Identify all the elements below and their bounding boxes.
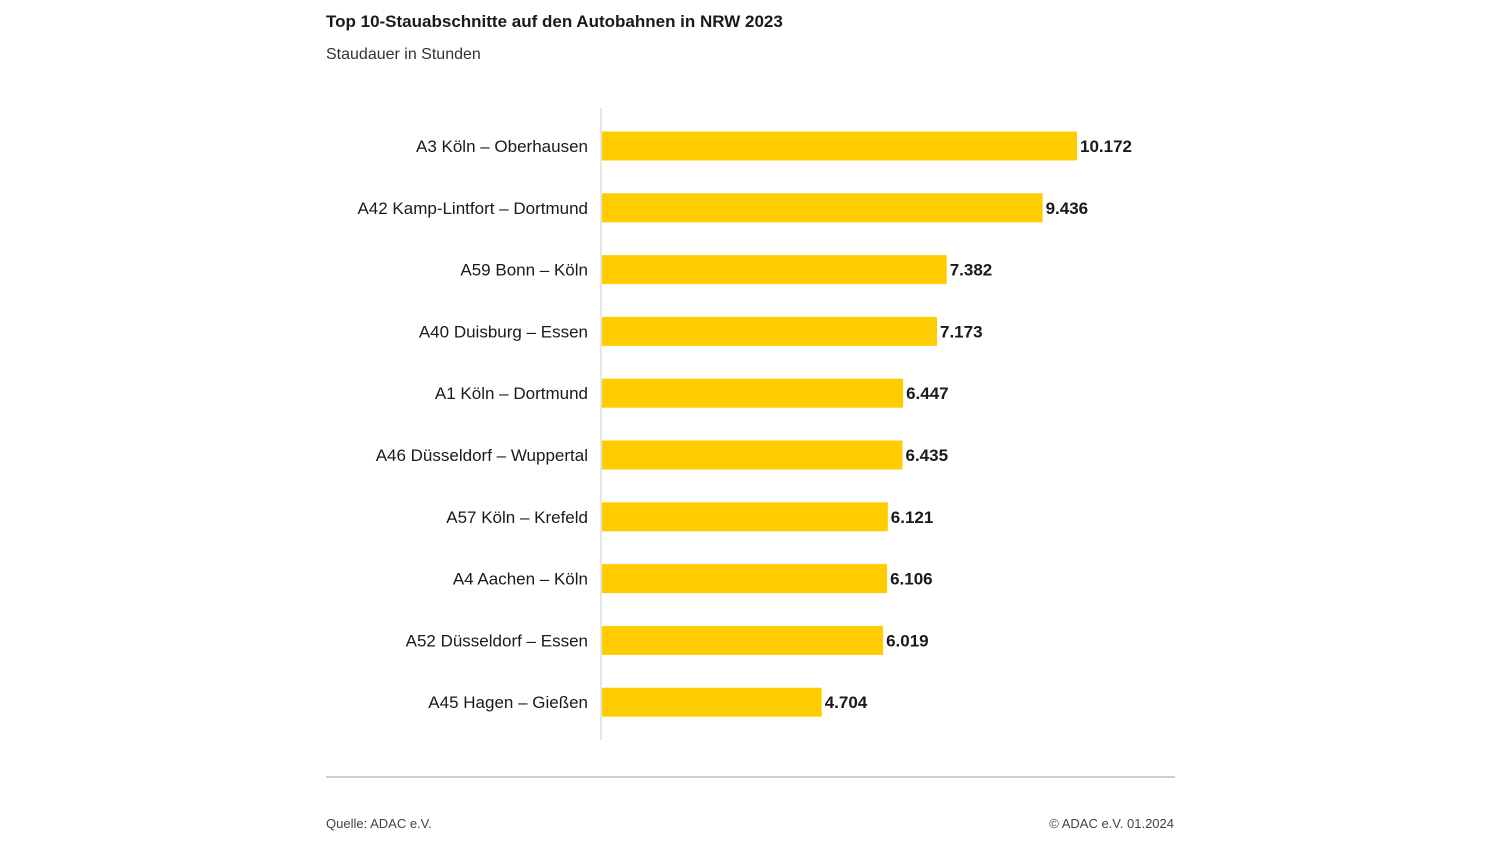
category-label: A1 Köln – Dortmund bbox=[435, 384, 588, 403]
category-label: A59 Bonn – Köln bbox=[460, 261, 588, 280]
bar bbox=[602, 440, 903, 470]
value-label: 4.704 bbox=[825, 693, 868, 712]
bar bbox=[602, 502, 888, 532]
value-label: 6.447 bbox=[906, 384, 949, 403]
copyright-note: © ADAC e.V. 01.2024 bbox=[1049, 816, 1174, 831]
source-note: Quelle: ADAC e.V. bbox=[326, 816, 432, 831]
category-label: A4 Aachen – Köln bbox=[453, 570, 588, 589]
bar bbox=[602, 625, 884, 655]
value-label: 10.172 bbox=[1080, 137, 1132, 156]
category-label: A40 Duisburg – Essen bbox=[419, 322, 588, 341]
category-label: A46 Düsseldorf – Wuppertal bbox=[376, 446, 588, 465]
category-label: A45 Hagen – Gießen bbox=[428, 693, 588, 712]
category-label: A52 Düsseldorf – Essen bbox=[406, 631, 588, 650]
category-label: A42 Kamp-Lintfort – Dortmund bbox=[357, 199, 588, 218]
bar bbox=[602, 255, 947, 285]
category-label: A3 Köln – Oberhausen bbox=[416, 137, 588, 156]
value-label: 6.435 bbox=[906, 446, 949, 465]
value-label: 6.106 bbox=[890, 570, 933, 589]
bar bbox=[602, 687, 822, 717]
bar bbox=[602, 378, 904, 408]
bar bbox=[602, 193, 1043, 223]
bar bbox=[602, 316, 937, 346]
value-label: 6.121 bbox=[891, 508, 934, 527]
value-label: 9.436 bbox=[1046, 199, 1089, 218]
bars-layer: A3 Köln – Oberhausen 10.172 A42 Kamp-Lintf… bbox=[357, 131, 1132, 717]
footer-divider bbox=[326, 776, 1175, 778]
bar bbox=[602, 564, 888, 594]
chart-subtitle: Staudauer in Stunden bbox=[326, 46, 481, 63]
bar bbox=[602, 131, 1077, 161]
chart-title: Top 10-Stauabschnitte auf den Autobahnen… bbox=[326, 12, 783, 31]
value-label: 7.173 bbox=[940, 322, 983, 341]
value-label: 7.382 bbox=[950, 261, 993, 280]
category-label: A57 Köln – Krefeld bbox=[446, 508, 588, 527]
value-label: 6.019 bbox=[886, 631, 929, 650]
